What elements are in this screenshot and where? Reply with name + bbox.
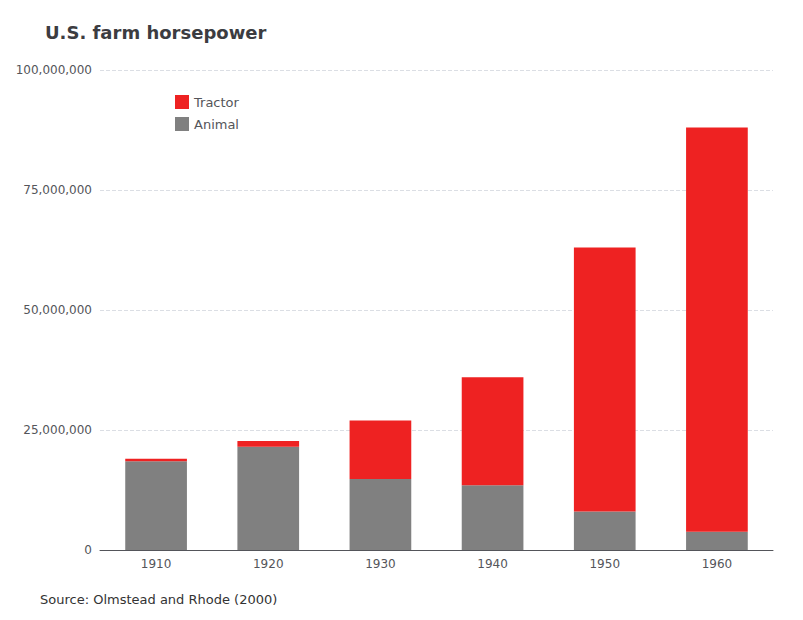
svg-text:Animal: Animal: [194, 117, 239, 132]
svg-text:Source: Olmstead and Rhode (20: Source: Olmstead and Rhode (2000): [40, 592, 277, 607]
svg-text:100,000,000: 100,000,000: [16, 63, 92, 77]
svg-text:U.S. farm horsepower: U.S. farm horsepower: [45, 22, 266, 43]
svg-text:1960: 1960: [702, 557, 733, 571]
svg-text:25,000,000: 25,000,000: [23, 423, 92, 437]
svg-text:Tractor: Tractor: [193, 95, 240, 110]
svg-text:50,000,000: 50,000,000: [23, 303, 92, 317]
svg-text:1930: 1930: [365, 557, 396, 571]
svg-text:1950: 1950: [589, 557, 620, 571]
svg-text:1920: 1920: [253, 557, 284, 571]
svg-text:75,000,000: 75,000,000: [23, 183, 92, 197]
svg-text:0: 0: [84, 543, 92, 557]
svg-text:1910: 1910: [141, 557, 172, 571]
svg-text:1940: 1940: [477, 557, 508, 571]
